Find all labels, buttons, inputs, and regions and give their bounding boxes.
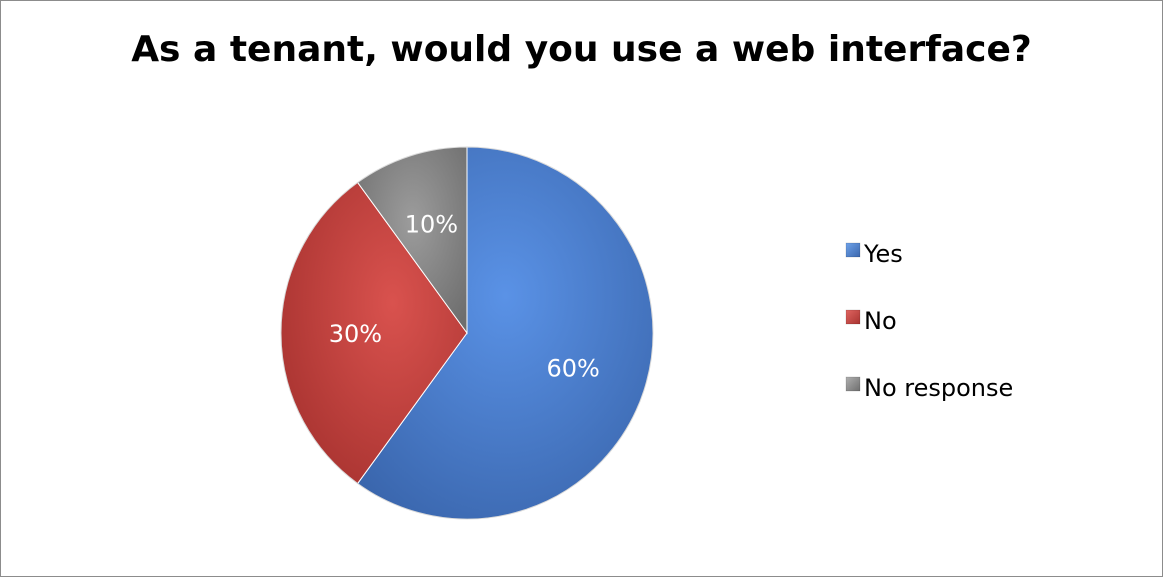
legend: Yes No No response — [845, 240, 1013, 402]
data-label-no: 30% — [329, 320, 382, 348]
pie-labels: 60% 30% 10% — [329, 210, 600, 382]
chart-title: As a tenant, would you use a web interfa… — [131, 29, 1032, 70]
pie-slice-yes — [356, 146, 654, 520]
pie-slice-no — [280, 181, 468, 485]
pie-slices — [280, 146, 654, 520]
legend-swatch-no — [845, 309, 861, 325]
legend-label-no: No — [864, 307, 897, 335]
legend-label-no-response: No response — [864, 374, 1013, 402]
pie-rim — [280, 146, 654, 520]
legend-swatch-yes — [845, 242, 861, 258]
data-label-yes: 60% — [546, 354, 599, 382]
pie-slice-no-response — [356, 146, 468, 335]
data-label-no-response: 10% — [405, 210, 458, 238]
legend-label-yes: Yes — [863, 240, 903, 268]
legend-swatch-no-response — [845, 376, 861, 392]
